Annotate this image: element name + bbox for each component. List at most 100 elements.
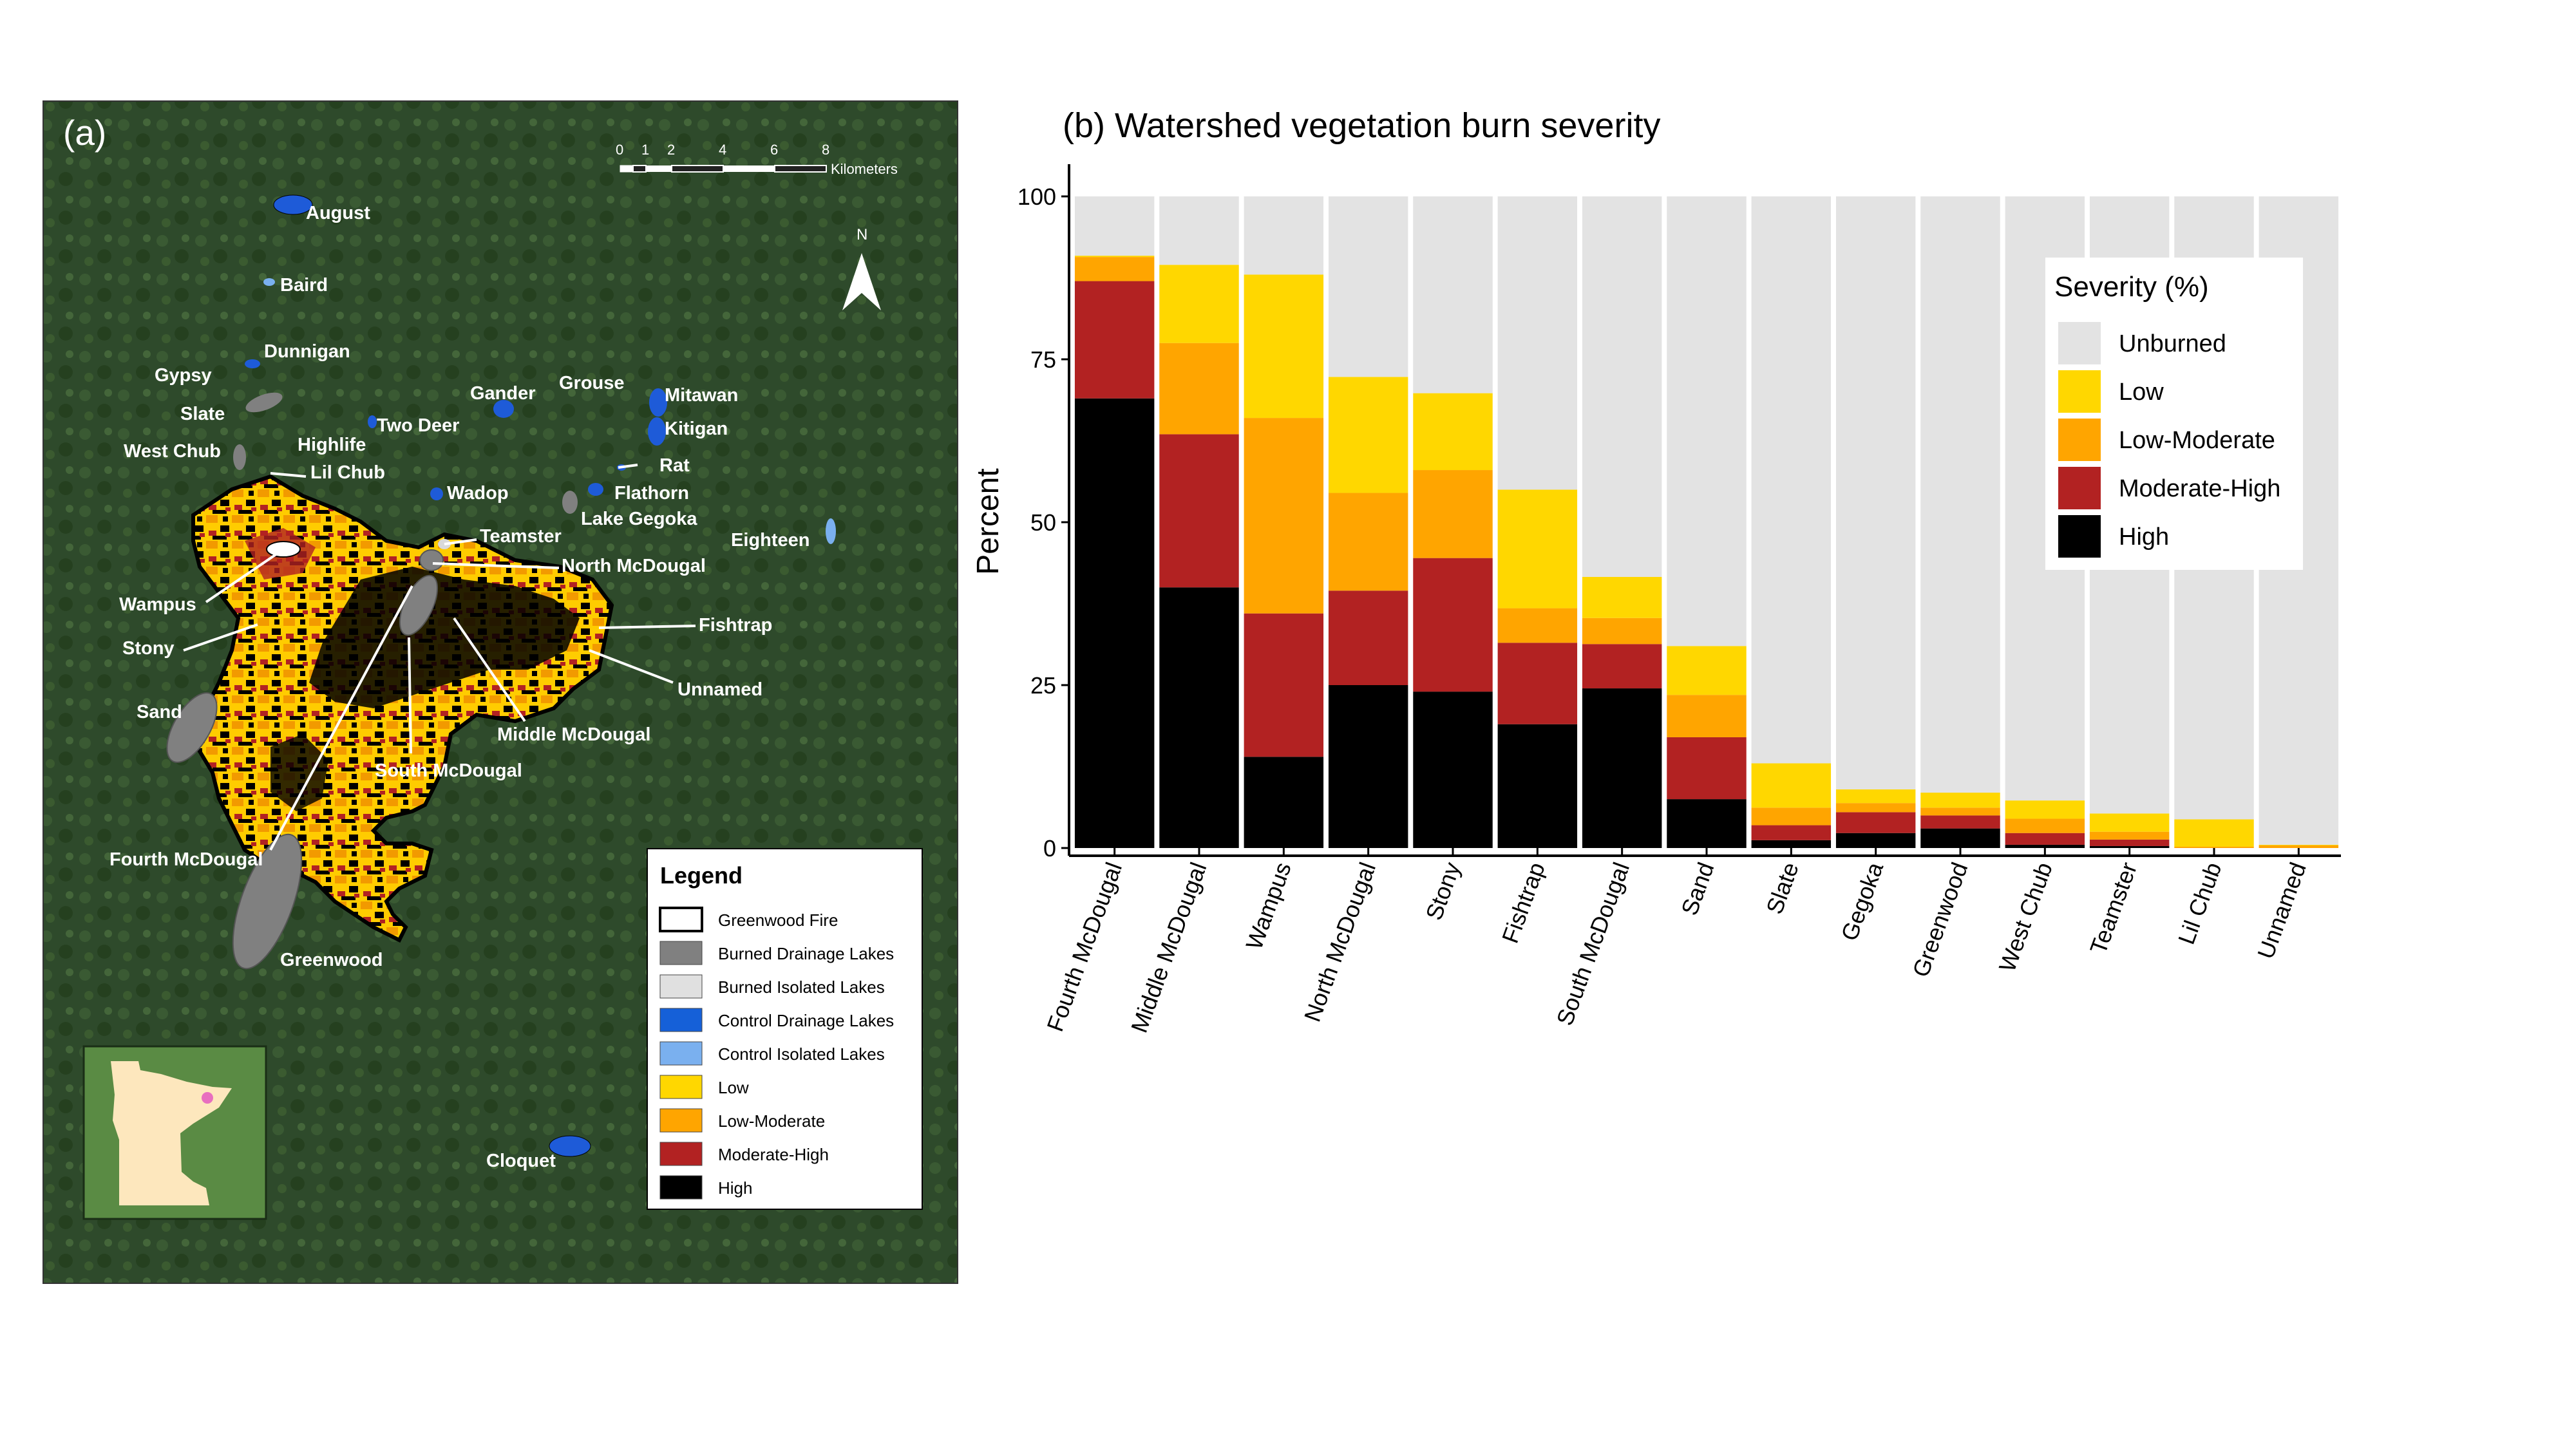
bar-segment xyxy=(2089,831,2170,840)
legend-item-label: Moderate-High xyxy=(2119,475,2280,502)
x-tick-label: Lil Chub xyxy=(2173,859,2227,948)
north-arrow: N xyxy=(842,226,881,310)
bar-segment xyxy=(1074,281,1155,399)
lake-label: Grouse xyxy=(559,373,625,393)
legend-swatch xyxy=(2058,419,2101,461)
bar-segment xyxy=(1920,792,2000,808)
bar-segment xyxy=(2005,818,2085,833)
control-lake-two-deer xyxy=(368,415,377,428)
bar-segment xyxy=(1582,688,1662,848)
legend-swatch xyxy=(2058,370,2101,413)
lake-label: Two Deer xyxy=(377,415,459,436)
legend-item-label: Low xyxy=(2119,379,2164,406)
bar-segment xyxy=(1074,196,1155,256)
bar-segment xyxy=(1751,807,1832,825)
minnesota-inset xyxy=(82,1045,267,1220)
bar-segment xyxy=(1835,833,1916,848)
legend-swatch xyxy=(659,1108,703,1133)
x-tick-label: South McDougal xyxy=(1551,859,1635,1029)
bar-segment xyxy=(1582,618,1662,645)
legend-item-label: Unburned xyxy=(2119,330,2226,357)
bar-segment xyxy=(1751,840,1832,848)
x-tick-label: Fishtrap xyxy=(1497,859,1550,947)
bar-segment xyxy=(2174,846,2254,848)
bar-segment xyxy=(1667,737,1747,800)
high-severity-core xyxy=(309,567,580,708)
control-lake-mitawan xyxy=(649,388,667,417)
x-tick-label: Greenwood xyxy=(1907,859,1973,981)
legend-item-label: Burned Isolated Lakes xyxy=(718,977,885,997)
legend-title: Severity (%) xyxy=(2054,271,2209,303)
control-lake-eighteen xyxy=(826,518,836,544)
north-label: N xyxy=(857,226,867,243)
x-tick-label: Slate xyxy=(1761,859,1804,918)
bar-segment xyxy=(1244,196,1324,275)
lake-label: Unnamed xyxy=(677,679,762,700)
north-arrow-icon xyxy=(842,253,881,310)
bar-segment xyxy=(1413,196,1493,393)
burn-severity-bar-chart: (b) Watershed vegetation burn severity P… xyxy=(971,106,2341,1036)
control-lake-gander xyxy=(493,400,514,418)
bar-segment xyxy=(2089,813,2170,832)
leader-lines xyxy=(183,464,696,851)
lake-label: Lil Chub xyxy=(310,462,385,483)
control-lake-wadop xyxy=(430,487,443,500)
bar-segment xyxy=(1159,434,1239,588)
lake-label: Mitawan xyxy=(665,385,738,406)
bar-segment xyxy=(1074,257,1155,281)
lake-label: Baird xyxy=(280,275,328,296)
control-lake-cloquet xyxy=(549,1135,591,1157)
lake-label: Stony xyxy=(122,638,175,659)
y-tick-label: 0 xyxy=(1043,835,1056,862)
bar-segment xyxy=(1667,799,1747,848)
bar-segment xyxy=(1328,590,1408,685)
bar-segment xyxy=(1074,398,1155,848)
bar-segment xyxy=(1920,828,2000,848)
lake-label: August xyxy=(306,203,370,223)
bar-segment xyxy=(1159,196,1239,265)
bar-segment xyxy=(2259,845,2339,848)
lake-label: Kitigan xyxy=(665,419,728,439)
scale-tick-label: 6 xyxy=(770,142,778,158)
scale-tick-label: 8 xyxy=(822,142,829,158)
bar-segment xyxy=(2005,844,2085,848)
bar-segment xyxy=(1751,825,1832,840)
y-tick-label: 75 xyxy=(1030,346,1056,373)
map-panel: August Baird Dunnigan Gypsy Slate West C… xyxy=(0,0,1030,1449)
panel-label-a: (a) xyxy=(63,113,106,153)
legend-swatch xyxy=(659,1075,703,1099)
legend-item-label: Moderate-High xyxy=(718,1145,829,1164)
y-tick-label: 50 xyxy=(1030,509,1056,536)
lake-label: Wampus xyxy=(119,594,196,615)
lake-label: North McDougal xyxy=(562,556,706,576)
chart-panel: (b) Watershed vegetation burn severity P… xyxy=(966,0,2576,1449)
scale-unit-label: Kilometers xyxy=(831,161,898,177)
bar-segment xyxy=(1582,196,1662,578)
bar-segment xyxy=(1413,692,1493,848)
bar-segment xyxy=(1497,196,1578,490)
legend-item-label: Control Isolated Lakes xyxy=(718,1044,885,1064)
chart-legend: Severity (%) Unburned Low Low-Moderate Mode… xyxy=(2045,258,2303,570)
lake-label: Slate xyxy=(180,404,225,424)
legend-item-label: Low xyxy=(718,1078,749,1097)
bar-segment xyxy=(1244,613,1324,757)
bar-segment xyxy=(1328,685,1408,848)
bar-segment xyxy=(2089,845,2170,848)
lake-label: Lake Gegoka xyxy=(581,509,697,529)
lake-label: Greenwood xyxy=(280,950,383,970)
bar-segment xyxy=(1667,196,1747,646)
bar-segment xyxy=(1751,196,1832,764)
bar-segment xyxy=(1920,807,2000,816)
x-tick-label: North McDougal xyxy=(1299,859,1381,1025)
bar-segment xyxy=(1159,265,1239,343)
scale-bar: 0 1 2 4 6 8 Kilometers xyxy=(616,142,898,177)
minnesota-shape xyxy=(111,1061,232,1205)
legend-item-label: High xyxy=(718,1178,752,1198)
bar-segment xyxy=(1413,393,1493,471)
bar-segment xyxy=(1244,757,1324,848)
legend-swatch xyxy=(659,1041,703,1066)
legend-item-label: Low-Moderate xyxy=(718,1111,825,1131)
bar-segment xyxy=(2089,839,2170,846)
bar-segment xyxy=(1074,256,1155,258)
burned-lake-gegoka xyxy=(562,491,578,514)
